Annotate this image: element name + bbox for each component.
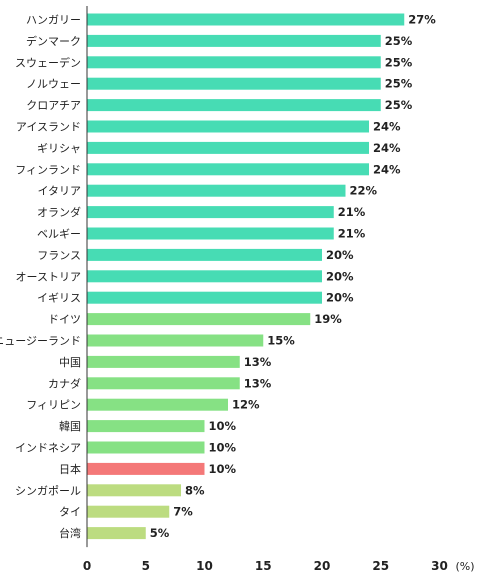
category-label: 台湾 [59, 526, 81, 540]
category-label: オランダ [37, 205, 81, 219]
value-label: 20% [326, 291, 354, 305]
value-label: 25% [385, 34, 413, 48]
bar [87, 377, 240, 390]
category-label: インドネシア [15, 442, 81, 455]
category-label: ドイツ [48, 313, 81, 326]
category-label: デンマーク [26, 34, 81, 48]
category-label: 日本 [59, 462, 81, 476]
value-label: 13% [244, 355, 272, 369]
category-label: ハンガリー [26, 14, 81, 27]
bar [87, 184, 346, 197]
category-label: ノルウェー [26, 78, 81, 91]
bar [87, 99, 381, 112]
bar [87, 505, 170, 518]
x-tick-label: 25 [372, 559, 389, 572]
bar [87, 291, 322, 304]
category-label: タイ [59, 506, 81, 519]
bar [87, 462, 205, 475]
bar [87, 56, 381, 69]
bar [87, 398, 228, 411]
bar [87, 141, 369, 154]
category-label: ベルギー [37, 228, 81, 241]
category-label: フィンランド [15, 163, 81, 176]
bar [87, 120, 369, 133]
value-label: 20% [326, 269, 354, 283]
bar [87, 313, 311, 326]
category-label: オーストリア [16, 270, 81, 283]
bar [87, 441, 205, 454]
bar [87, 334, 264, 347]
x-tick-label: 20 [314, 559, 331, 572]
bar [87, 355, 240, 368]
category-label: クロアチア [26, 99, 81, 112]
x-tick-label: 5 [142, 559, 150, 572]
value-label: 21% [338, 227, 366, 241]
category-label: フランス [37, 249, 81, 262]
category-label: フィリピン [26, 399, 81, 412]
bar [87, 13, 405, 26]
bar [87, 527, 146, 540]
category-label: カナダ [48, 376, 81, 390]
value-label: 10% [209, 441, 237, 455]
bar [87, 77, 381, 90]
category-label: ニュージーランド [0, 335, 81, 348]
bars [87, 13, 405, 540]
category-label: スウェーデン [15, 55, 81, 69]
category-label: アイスランド [16, 121, 81, 134]
bar [87, 163, 369, 176]
value-label: 19% [314, 312, 342, 326]
category-label: シンガポール [15, 484, 81, 497]
value-label: 24% [373, 162, 401, 176]
value-label: 21% [338, 205, 366, 219]
value-label: 22% [350, 184, 378, 198]
category-label: 韓国 [59, 420, 81, 433]
bar [87, 227, 334, 240]
value-label: 12% [232, 398, 260, 412]
x-axis-unit: (%) [456, 560, 475, 572]
value-label: 24% [373, 120, 401, 134]
x-axis-ticks: 0 5 10 15 20 25 30 [83, 559, 448, 572]
value-label: 20% [326, 248, 354, 262]
bar [87, 34, 381, 47]
x-tick-label: 15 [255, 559, 272, 572]
value-label: 25% [385, 55, 413, 69]
bar [87, 420, 205, 433]
bar [87, 270, 322, 283]
value-label: 8% [185, 483, 205, 497]
category-labels: ハンガリーデンマークスウェーデンノルウェークロアチアアイスランドギリシャフィンラ… [0, 14, 81, 541]
x-tick-label: 30 [431, 559, 448, 572]
value-label: 5% [150, 526, 170, 540]
value-label: 10% [209, 419, 237, 433]
value-label: 24% [373, 141, 401, 155]
value-label: 10% [209, 462, 237, 476]
category-label: イギリス [37, 292, 81, 305]
value-label: 13% [244, 376, 272, 390]
value-label: 25% [385, 98, 413, 112]
value-label: 25% [385, 77, 413, 91]
category-label: イタリア [37, 185, 81, 198]
category-label: ギリシャ [37, 142, 81, 155]
x-tick-label: 10 [196, 559, 213, 572]
x-tick-label: 0 [83, 559, 91, 572]
bar [87, 206, 334, 219]
bar [87, 484, 181, 497]
category-label: 中国 [59, 356, 81, 369]
value-label: 7% [173, 505, 193, 519]
bar [87, 248, 322, 261]
value-label: 27% [408, 13, 436, 27]
value-label: 15% [267, 334, 295, 348]
value-labels: 27% 25% 25% 25% 25% 24% 24% 24% 22% 21% 21% 20% 20% 2… [150, 13, 437, 541]
